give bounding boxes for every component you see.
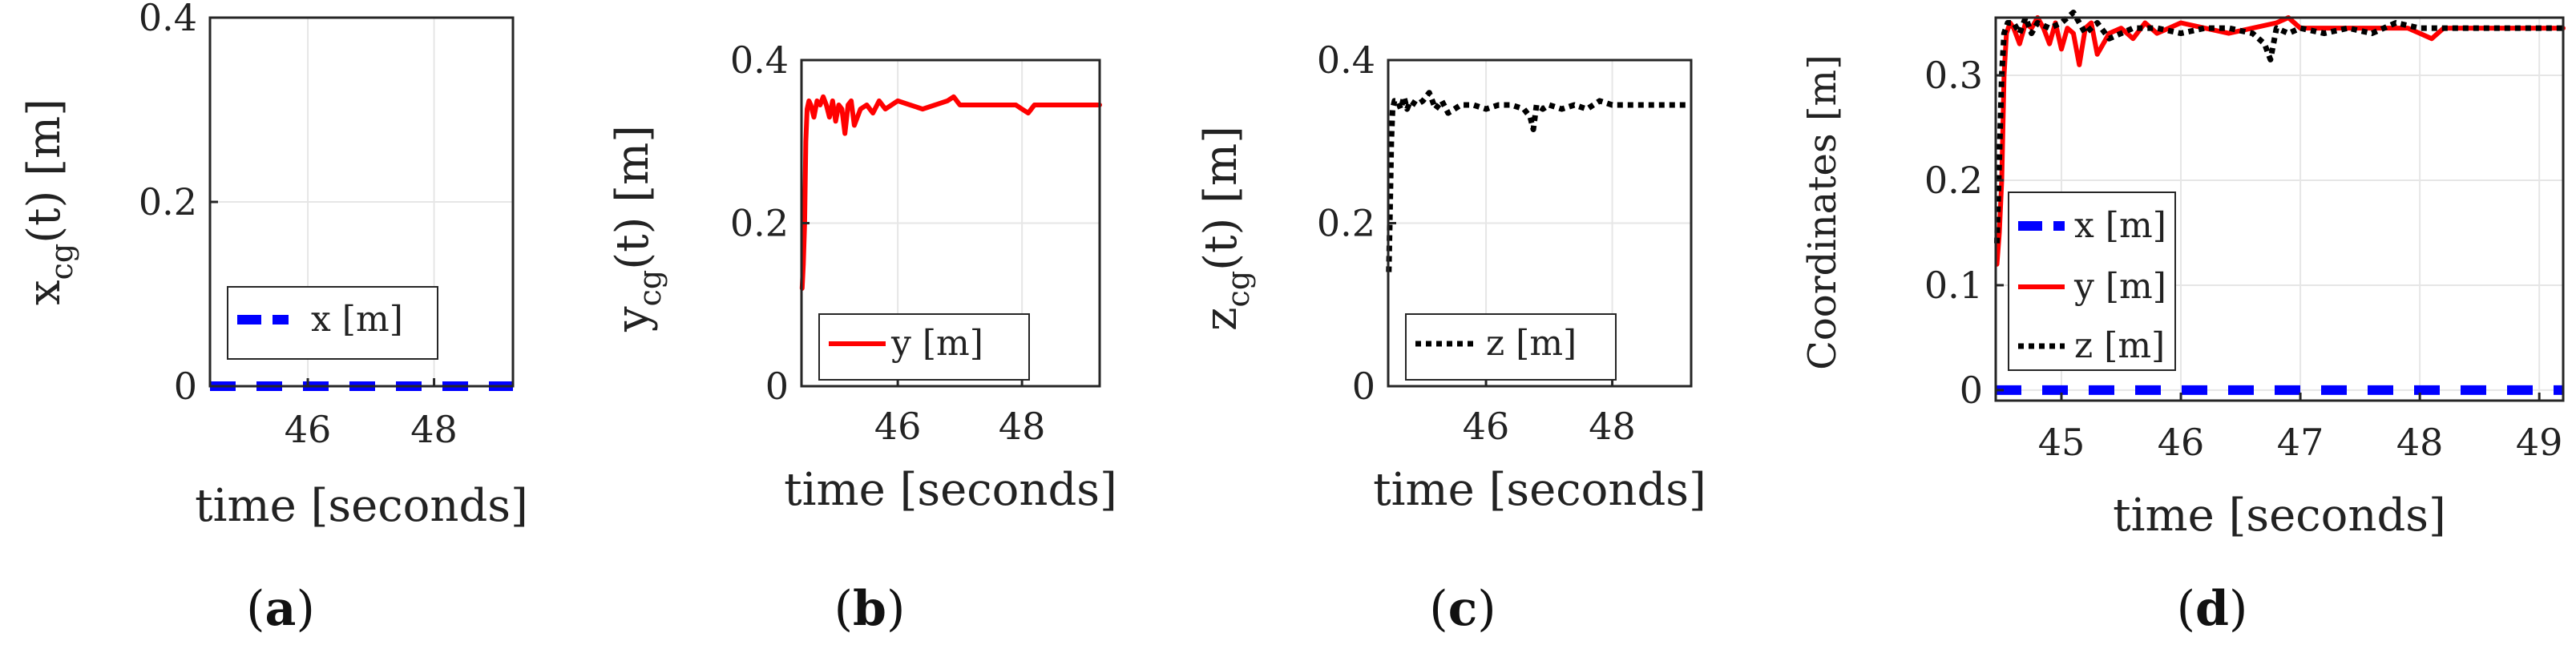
legend-box [227, 286, 438, 360]
y-axis-label-subscript: cg [1221, 271, 1256, 308]
legend-label-x: x [m] [2074, 205, 2166, 246]
panel-b: 46 48 0 0.2 0.4 time [seconds] ycg(t) [m] y [m]… [607, 38, 1117, 637]
y-tick-label: 0 [174, 365, 197, 408]
series-line-z [1994, 10, 2563, 244]
axes-box [1994, 16, 2565, 402]
y-axis-label-subscript: cg [632, 270, 668, 307]
y-axis-label: Coordinates [m] [1800, 54, 1845, 370]
legend-label-z: z [m] [2074, 325, 2165, 366]
y-tick-label: 0.3 [1924, 54, 1983, 97]
x-tick-label: 47 [2277, 421, 2324, 464]
y-axis-label-main: y [607, 306, 659, 333]
x-axis-label: time [seconds] [2113, 490, 2446, 542]
panel-label-close: ) [886, 581, 905, 637]
panel-label: (c) [1429, 581, 1496, 637]
y-axis-label-main: z [1195, 307, 1247, 331]
x-axis-label: time [seconds] [1373, 464, 1706, 516]
y-tick-label: 0.2 [139, 180, 197, 224]
x-tick-label: 48 [410, 408, 458, 451]
y-axis-label: zcg(t) [m] [1195, 126, 1256, 331]
panel-label-letter: c [1448, 581, 1478, 637]
panel-label-letter: a [265, 581, 297, 637]
y-tick-label: 0.1 [1924, 264, 1983, 307]
panel-label-close: ) [1477, 581, 1496, 637]
panel-d: 45 46 47 48 49 0 0.1 0.2 0.3 time [seconds] Coordi… [1800, 10, 2566, 637]
y-tick-label: 0 [1960, 369, 1983, 412]
x-tick-label: 46 [285, 408, 332, 451]
y-axis-label-main: Coordinates [m] [1800, 54, 1845, 370]
panel-label: (b) [834, 581, 906, 637]
y-axis-label: ycg(t) [m] [607, 125, 668, 333]
y-tick-label: 0.2 [730, 202, 789, 245]
y-tick-label: 0.2 [1317, 202, 1375, 245]
panel-label-close: ) [296, 581, 314, 637]
panel-label-close: ) [2229, 581, 2247, 637]
y-tick-label: 0.4 [1317, 38, 1375, 82]
y-axis-label: xcg(t) [m] [18, 99, 79, 305]
legend-label-y: y [m] [890, 323, 983, 364]
panel-label-letter: b [853, 581, 886, 637]
panel-label-open: ( [1429, 581, 1447, 637]
x-tick-label: 48 [2396, 421, 2444, 464]
legend-label-y: y [m] [2073, 266, 2166, 307]
x-axis-label: time [seconds] [195, 480, 528, 532]
x-tick-label: 46 [874, 405, 922, 448]
panel-label-open: ( [2177, 581, 2195, 637]
x-tick-label: 45 [2038, 421, 2085, 464]
legend-label-z: z [m] [1486, 323, 1577, 364]
x-axis-label: time [seconds] [784, 464, 1117, 516]
x-tick-label: 48 [999, 405, 1046, 448]
panel-label-open: ( [246, 581, 264, 637]
y-tick-label: 0 [765, 365, 789, 408]
series-line-y [799, 94, 1102, 291]
y-axis-label-tail: (t) [m] [18, 99, 71, 244]
y-tick-label: 0.4 [730, 38, 789, 82]
x-tick-label: 46 [1463, 405, 1510, 448]
legend-box [818, 313, 1030, 381]
y-tick-label: 0.4 [139, 0, 197, 39]
panel-c: 46 48 0 0.2 0.4 time [seconds] zcg(t) [m] z [m]… [1195, 38, 1706, 637]
panel-label: (d) [2177, 581, 2248, 637]
panel-label: (a) [246, 581, 315, 637]
x-tick-label: 46 [2158, 421, 2205, 464]
legend-label-x: x [m] [311, 299, 403, 340]
x-tick-label: 48 [1589, 405, 1636, 448]
y-axis-label-tail: (t) [m] [607, 125, 659, 270]
panel-label-open: ( [834, 581, 853, 637]
series-line-z [1386, 90, 1691, 272]
panel-a: 46 48 0 0.2 0.4 time [seconds] xcg(t) [m] x [m]… [18, 0, 528, 637]
y-axis-label-main: x [18, 280, 71, 305]
y-tick-label: 0.2 [1924, 159, 1983, 202]
y-tick-label: 0 [1352, 365, 1375, 408]
legend-box [1405, 313, 1617, 381]
y-axis-label-tail: (t) [m] [1195, 126, 1247, 271]
x-tick-label: 49 [2516, 421, 2563, 464]
y-axis-label-subscript: cg [44, 244, 79, 280]
panel-label-letter: d [2195, 581, 2229, 637]
